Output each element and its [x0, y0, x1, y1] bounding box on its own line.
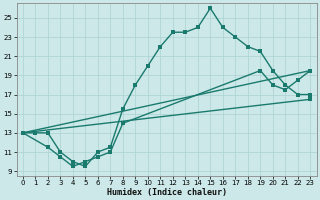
X-axis label: Humidex (Indice chaleur): Humidex (Indice chaleur)	[107, 188, 227, 197]
